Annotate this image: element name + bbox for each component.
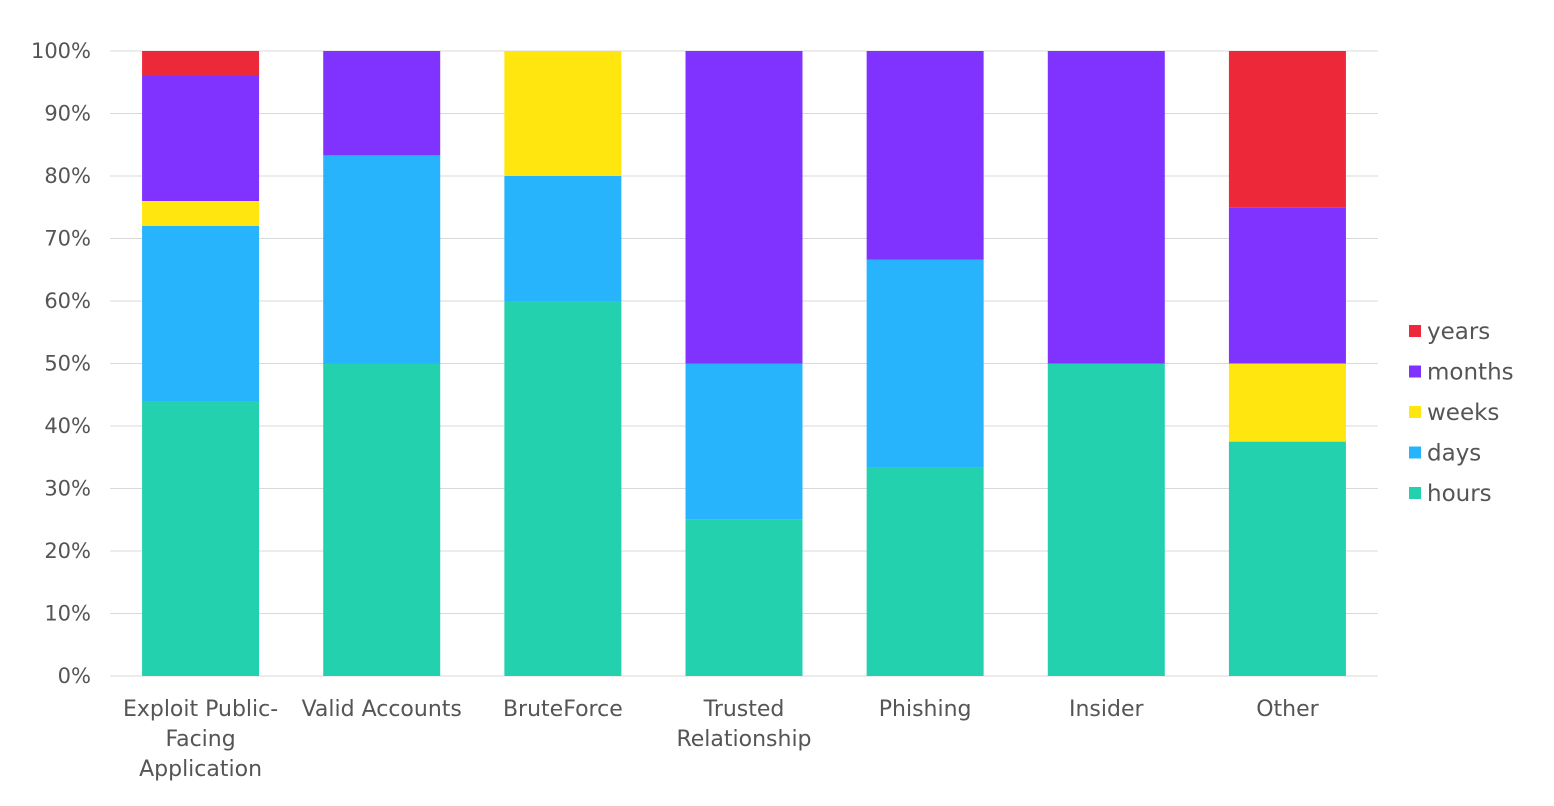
bar-segment-days (323, 155, 441, 364)
x-category-label: Insider (1069, 697, 1145, 722)
legend-label: months (1427, 360, 1514, 386)
x-category-label: Phishing (879, 697, 972, 722)
legend-label: years (1427, 319, 1490, 345)
bar-segment-hours (1228, 441, 1346, 676)
legend-swatch (1409, 325, 1421, 337)
bar-segment-days (685, 363, 803, 520)
x-category-label-line: BruteForce (503, 697, 623, 722)
y-tick-label: 40% (44, 414, 91, 438)
bar-segment-months (1047, 51, 1165, 364)
x-category-label-line: Insider (1069, 697, 1145, 722)
bar-stack (685, 51, 803, 676)
legend-swatch (1409, 446, 1421, 459)
x-category-label: Trusted Relationship (676, 697, 811, 752)
bar-segment-months (685, 51, 803, 364)
legend: years months weeks days hours (1409, 319, 1514, 507)
bar-stack (504, 51, 622, 676)
x-category-label-line: Relationship (676, 727, 811, 752)
x-category-label: BruteForce (503, 697, 623, 722)
x-category-label-line: Valid Accounts (302, 697, 462, 722)
bar-segment-hours (504, 301, 622, 676)
x-category-label: Other (1256, 697, 1319, 722)
y-tick-label: 0% (58, 664, 91, 688)
legend-item-years: years (1409, 319, 1490, 345)
bar-segment-days (866, 259, 984, 468)
y-tick-label: 30% (44, 477, 91, 501)
y-tick-label: 70% (44, 227, 91, 251)
bar-segment-hours (866, 467, 984, 676)
bar-segment-weeks (1228, 363, 1346, 442)
bar-stack (1047, 51, 1165, 676)
legend-item-weeks: weeks (1409, 400, 1499, 426)
bar-segment-months (1228, 207, 1346, 364)
bar-segment-years (1228, 51, 1346, 208)
y-tick-label: 90% (44, 102, 91, 126)
bar-segment-hours (685, 519, 803, 676)
bar-stack (866, 51, 984, 676)
legend-item-months: months (1409, 360, 1514, 386)
y-tick-label: 60% (44, 289, 91, 313)
y-tick-label: 100% (31, 39, 91, 63)
x-category-label: Exploit Public- Facing Application (123, 697, 278, 782)
bars (142, 51, 1346, 676)
y-axis: 0% 10% 20% 30% 40% 50% 60% 70% 80% 90% 100% (31, 39, 91, 688)
y-tick-label: 20% (44, 539, 91, 563)
legend-swatch (1409, 487, 1421, 499)
legend-swatch (1409, 365, 1421, 378)
x-category-label-line: Phishing (879, 697, 972, 722)
x-axis: Exploit Public- Facing Application Valid Ac… (123, 697, 1320, 782)
bar-stack (1228, 51, 1346, 676)
bar-segment-hours (1047, 363, 1165, 676)
legend-swatch (1409, 406, 1421, 418)
bar-stack (142, 51, 260, 676)
y-tick-label: 80% (44, 164, 91, 188)
y-tick-label: 10% (44, 602, 91, 626)
bar-segment-days (142, 226, 260, 401)
bar-segment-days (504, 176, 622, 301)
bar-segment-months (866, 51, 984, 260)
legend-item-days: days (1409, 441, 1481, 467)
legend-label: weeks (1427, 400, 1499, 426)
legend-item-hours: hours (1409, 481, 1492, 507)
x-category-label-line: Other (1256, 697, 1319, 722)
bar-segment-weeks (142, 201, 260, 226)
bar-segment-months (142, 76, 260, 201)
x-category-label-line: Exploit Public- (123, 697, 278, 722)
bar-segment-years (142, 51, 260, 76)
legend-label: hours (1427, 481, 1492, 507)
bar-segment-months (323, 51, 441, 156)
y-tick-label: 50% (44, 352, 91, 376)
legend-label: days (1427, 441, 1481, 467)
x-category-label-line: Trusted (703, 697, 785, 722)
bar-segment-weeks (504, 51, 622, 176)
bar-stack (323, 51, 441, 676)
bar-segment-hours (142, 401, 260, 676)
x-category-label: Valid Accounts (302, 697, 462, 722)
bar-segment-hours (323, 363, 441, 676)
x-category-label-line: Application (139, 757, 262, 782)
x-category-label-line: Facing (165, 727, 235, 752)
